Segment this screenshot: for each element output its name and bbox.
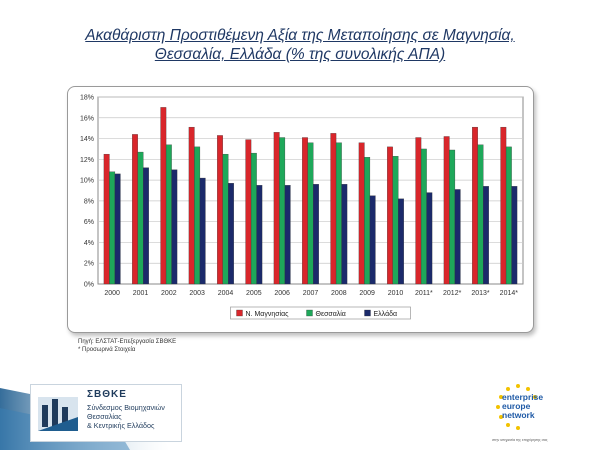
bar-Ελλάδα-2004	[228, 183, 234, 285]
x-tick-label: 2004	[218, 290, 234, 297]
x-tick-label: 2009	[359, 290, 375, 297]
y-tick-label: 8%	[84, 198, 94, 205]
bar-Θεσσαλία-2005	[250, 152, 257, 285]
bar-Ν. Μαγνησίας-2011*	[415, 137, 422, 285]
eu-stars-icon	[496, 384, 537, 430]
bar-Ελλάδα-2006	[284, 185, 291, 285]
een-tagline: στην υπηρεσία της επιχείρησης σας	[492, 438, 548, 442]
y-tick-label: 12%	[80, 157, 94, 164]
logo-line2: Θεσσαλίας	[87, 412, 122, 421]
y-tick-label: 14%	[80, 136, 94, 143]
legend-swatch	[236, 309, 243, 317]
bar-Ν. Μαγνησίας-2008	[330, 133, 337, 285]
bar-Ελλάδα-2000	[114, 173, 121, 285]
source-line: Πηγή: ΕΛΣΤΑΤ-Επεξεργασία ΣΒΘΚΕ	[78, 339, 177, 345]
bar-Θεσσαλία-2009	[364, 157, 371, 285]
bar-Θεσσαλία-2002	[165, 144, 172, 285]
legend-label: Θεσσαλία	[316, 310, 346, 318]
bar-Θεσσαλία-2011*	[420, 148, 427, 285]
x-tick-label: 2001	[133, 290, 149, 297]
y-tick-label: 0%	[84, 282, 94, 289]
bar-Θεσσαλία-2003	[194, 146, 201, 285]
een-line2: europe	[502, 401, 531, 411]
bar-Ν. Μαγνησίας-2004	[217, 135, 223, 285]
source-note: Πηγή: ΕΛΣΤΑΤ-Επεξεργασία ΣΒΘΚΕ * Προσωρι…	[78, 338, 176, 354]
bar-Ελλάδα-2013*	[483, 186, 489, 285]
bar-Ελλάδα-2007	[313, 184, 319, 285]
x-tick-label: 2013*	[471, 290, 490, 297]
bar-Ελλάδα-2010	[398, 198, 404, 285]
y-tick-label: 2%	[84, 261, 94, 268]
bar-chart: 0% 2% 4% 6% 8% 10% 12% 14% 16% 18% 2000 2001 2002 200…	[80, 95, 524, 320]
sbthke-logo: ΣΒΘΚΕ Σύνδεσμος Βιομηχανιών Θεσσαλίας & …	[30, 384, 182, 442]
bar-Θεσσαλία-2001	[137, 151, 144, 285]
bar-Ν. Μαγνησίας-2007	[302, 137, 308, 285]
logo-subtitle: Σύνδεσμος Βιομηχανιών Θεσσαλίας & Κεντρι…	[87, 403, 165, 430]
bar-Ελλάδα-2008	[341, 184, 348, 285]
bar-Ν. Μαγνησίας-2001	[132, 134, 138, 285]
bar-Ελλάδα-2001	[143, 167, 149, 285]
x-tick-label: 2006	[274, 290, 290, 297]
logo-line1: Σύνδεσμος Βιομηχανιών	[87, 403, 165, 412]
bar-Ελλάδα-2011*	[426, 192, 433, 285]
y-tick-label: 10%	[80, 178, 94, 185]
x-tick-label: 2005	[246, 290, 262, 297]
x-tick-label: 2002	[161, 290, 177, 297]
bar-Ν. Μαγνησίας-2000	[103, 153, 110, 285]
y-tick-label: 6%	[84, 219, 94, 226]
logo-line3: & Κεντρικής Ελλάδος	[87, 421, 155, 430]
legend-label: Ν. Μαγνησίας	[246, 310, 290, 318]
bar-Ελλάδα-2012*	[454, 189, 461, 285]
x-tick-label: 2011*	[415, 290, 433, 297]
bar-Θεσσαλία-2000	[109, 171, 116, 285]
bar-Ν. Μαγνησίας-2002	[160, 107, 167, 285]
chart-frame: 0% 2% 4% 6% 8% 10% 12% 14% 16% 18% 2000 2001 2002 200…	[67, 86, 534, 333]
bar-Ν. Μαγνησίας-2014*	[500, 126, 507, 285]
x-tick-label: 2014*	[500, 290, 519, 297]
een-line1: enterprise	[502, 392, 544, 402]
bar-Ν. Μαγνησίας-2010	[387, 146, 393, 285]
bar-Θεσσαλία-2004	[222, 153, 229, 285]
legend-swatch	[364, 309, 371, 317]
bar-Ελλάδα-2014*	[511, 186, 518, 285]
slide-title-line1: Ακαθάριστη Προστιθέμενη Αξία της Μεταποί…	[85, 27, 515, 44]
bar-Ελλάδα-2003	[199, 177, 206, 285]
bar-Θεσσαλία-2014*	[505, 146, 512, 285]
x-tick-label: 2000	[104, 290, 120, 297]
x-tick-label: 2003	[189, 290, 205, 297]
bar-Ν. Μαγνησίας-2006	[273, 132, 280, 285]
een-logo: enterprise europe network στην υπηρεσία …	[470, 380, 580, 446]
slide-title-line2: Θεσσαλία, Ελλάδα (% της συνολικής ΑΠΑ)	[154, 46, 446, 63]
y-tick-label: 16%	[80, 115, 94, 122]
factory-logo-icon	[38, 397, 78, 431]
bar-Ν. Μαγνησίας-2005	[245, 139, 252, 285]
x-tick-label: 2008	[331, 290, 347, 297]
bar-Θεσσαλία-2010	[392, 156, 399, 285]
een-line3: network	[502, 410, 535, 420]
bar-Ν. Μαγνησίας-2003	[188, 126, 195, 285]
een-text: enterprise europe network	[502, 393, 543, 420]
bar-Ελλάδα-2009	[369, 195, 376, 285]
bar-Θεσσαλία-2012*	[449, 149, 456, 285]
slide-title: Ακαθάριστη Προστιθέμενη Αξία της Μεταποί…	[20, 26, 580, 64]
bar-Ελλάδα-2005	[256, 185, 263, 285]
legend-label: Ελλάδα	[374, 310, 398, 318]
bar-Θεσσαλία-2013*	[477, 144, 484, 285]
y-tick-label: 18%	[80, 95, 94, 102]
bar-Ν. Μαγνησίας-2012*	[443, 136, 450, 285]
bar-Ν. Μαγνησίας-2009	[358, 142, 365, 285]
bar-Ν. Μαγνησίας-2013*	[472, 126, 478, 285]
y-tick-label: 4%	[84, 240, 94, 247]
bar-Ελλάδα-2002	[171, 169, 178, 285]
logo-name: ΣΒΘΚΕ	[87, 389, 127, 400]
bar-Θεσσαλία-2006	[279, 137, 286, 285]
legend-swatch	[306, 309, 313, 317]
provisional-note: * Προσωρινά Στοιχεία	[78, 347, 136, 353]
bar-Θεσσαλία-2007	[307, 142, 314, 285]
x-tick-label: 2010	[388, 290, 404, 297]
bar-Θεσσαλία-2008	[335, 142, 342, 285]
x-tick-label: 2007	[303, 290, 319, 297]
x-tick-label: 2012*	[443, 290, 462, 297]
